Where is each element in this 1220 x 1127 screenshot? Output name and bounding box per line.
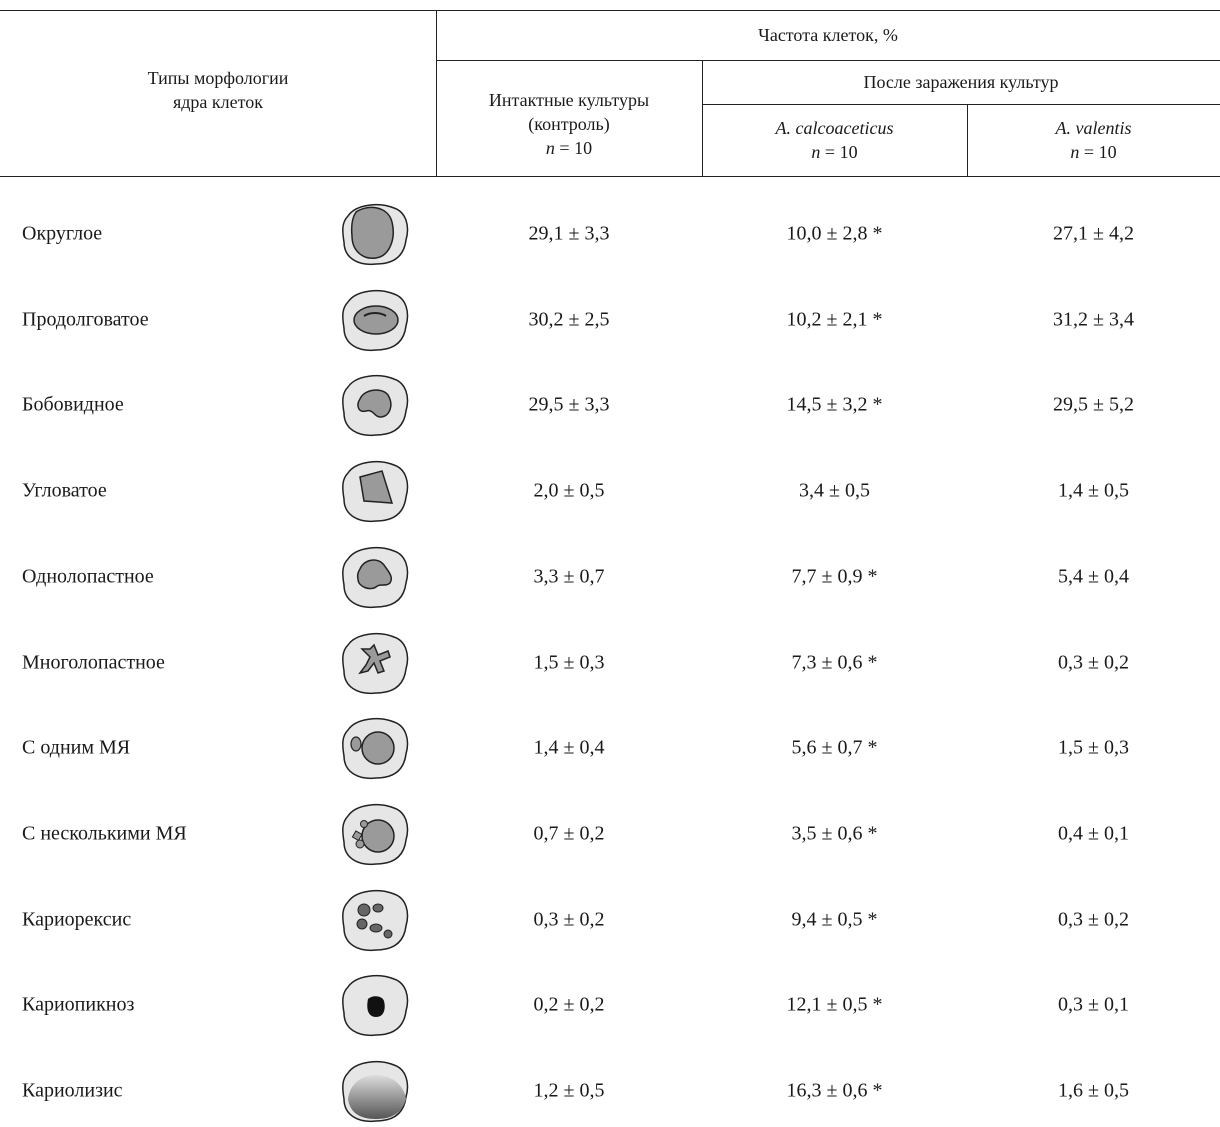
row-label-header: Типы морфологии ядра клеток: [0, 60, 436, 120]
cell-value: 0,3 ± 0,2: [1058, 651, 1129, 673]
infected-header: После заражения культур: [702, 60, 1220, 104]
strain-header: A. calcoaceticus n = 10: [702, 104, 967, 176]
cell-value: 3,3 ± 0,7: [533, 565, 605, 588]
n-var: n: [1070, 142, 1080, 162]
cell-value: 10,0 ± 2,8 *: [786, 222, 883, 245]
header-n: n = 10: [811, 140, 857, 164]
cell-value: 7,7 ± 0,9 *: [791, 565, 878, 588]
rule-top: [0, 10, 1220, 11]
cell-value: 29,5 ± 5,2: [1053, 393, 1134, 416]
header-text: Типы морфологии: [147, 68, 289, 88]
n-var: n: [811, 142, 821, 162]
cell-value: 3,5 ± 0,6 *: [791, 822, 878, 845]
cell-value: 12,1 ± 0,5 *: [786, 993, 883, 1016]
row-name: Многолопастное: [22, 651, 165, 673]
row-name: Кариолизис: [22, 1079, 123, 1102]
strain-header: A. valentis n = 10: [967, 104, 1220, 176]
cell-value: 10,2 ± 2,1 *: [786, 308, 883, 331]
header-n: n = 10: [546, 136, 592, 160]
header-text: ядра клеток: [172, 92, 264, 112]
row-name: Угловатое: [22, 479, 107, 502]
cell-value: 0,2 ± 0,2: [533, 993, 605, 1016]
col-rule: [436, 10, 437, 176]
header-text: Частота клеток, %: [758, 25, 898, 45]
cell-value: 1,2 ± 0,5: [533, 1079, 605, 1102]
cell-value: 1,4 ± 0,4: [533, 736, 605, 759]
header-text: После заражения культур: [863, 72, 1059, 92]
nucleus-icon: [342, 889, 409, 951]
strain-name: A. valentis: [1055, 118, 1132, 138]
group-header: Частота клеток, %: [436, 10, 1220, 60]
row-name: Продолговатое: [22, 308, 149, 331]
row-name: Кариопикноз: [22, 993, 135, 1016]
rule-header: [0, 176, 1220, 177]
cell-value: 9,4 ± 0,5 *: [791, 908, 878, 931]
cell-value: 16,3 ± 0,6 *: [786, 1079, 883, 1102]
n-eq: = 10: [1083, 142, 1117, 162]
nucleus-icon: [342, 632, 409, 694]
nucleus-icon: [342, 803, 409, 865]
strain-name: A. calcoaceticus: [775, 118, 894, 138]
cell-value: 0,3 ± 0,1: [1058, 993, 1129, 1016]
row-name: Однолопастное: [22, 565, 154, 588]
cell-value: 7,3 ± 0,6 *: [791, 651, 878, 673]
cell-value: 0,3 ± 0,2: [533, 908, 605, 931]
col-rule: [702, 60, 703, 176]
header-text: Интактные культуры: [488, 90, 650, 110]
n-eq: = 10: [824, 142, 858, 162]
cell-value: 5,4 ± 0,4: [1058, 565, 1129, 588]
cell-value: 31,2 ± 3,4: [1053, 308, 1134, 331]
cell-value: 14,5 ± 3,2 *: [786, 393, 883, 416]
cell-value: 5,6 ± 0,7 *: [791, 736, 878, 759]
row-name: Бобовидное: [22, 393, 124, 416]
cell-value: 1,4 ± 0,5: [1058, 479, 1129, 502]
header-text: (контроль): [528, 114, 610, 134]
row-name: С одним МЯ: [22, 736, 131, 759]
nucleus-icon: [342, 289, 409, 351]
nucleus-icon: [342, 975, 409, 1037]
nucleus-icon: [342, 546, 409, 608]
nucleus-icon: [342, 461, 409, 523]
header-n: n = 10: [1070, 140, 1116, 164]
rule-infected: [702, 104, 1220, 105]
cell-value: 3,4 ± 0,5: [799, 479, 870, 502]
row-name: Округлое: [22, 222, 103, 245]
cell-value: 29,5 ± 3,3: [528, 393, 610, 416]
cell-value: 1,6 ± 0,5: [1058, 1079, 1129, 1102]
row-name: Кариорексис: [22, 908, 132, 931]
nucleus-icon: [342, 718, 409, 780]
cell-value: 2,0 ± 0,5: [533, 479, 605, 502]
cell-value: 27,1 ± 4,2: [1053, 222, 1134, 245]
nucleus-icon: [342, 375, 409, 437]
cell-value: 29,1 ± 3,3: [528, 222, 610, 245]
nucleus-icon: [342, 203, 409, 266]
n-var: n: [545, 138, 555, 158]
row-name: С несколькими МЯ: [22, 822, 187, 845]
control-header: Интактные культуры (контроль) n = 10: [436, 76, 702, 172]
col-rule: [967, 104, 968, 176]
nucleus-icon: [342, 1060, 409, 1123]
cell-value: 1,5 ± 0,3: [533, 651, 605, 673]
n-eq: = 10: [559, 138, 593, 158]
cell-value: 30,2 ± 2,5: [528, 308, 610, 331]
cell-value: 1,5 ± 0,3: [1058, 736, 1129, 759]
cell-value: 0,4 ± 0,1: [1058, 822, 1129, 845]
cell-value: 0,3 ± 0,2: [1058, 908, 1129, 931]
rule-group: [436, 60, 1220, 61]
cell-value: 0,7 ± 0,2: [533, 822, 605, 845]
